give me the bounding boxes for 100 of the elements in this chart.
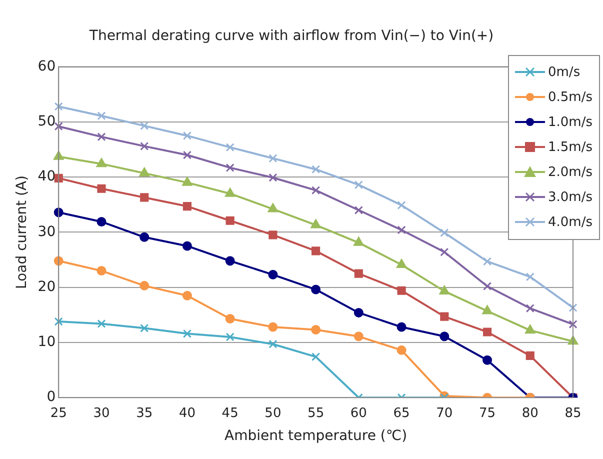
point — [182, 329, 192, 338]
point — [96, 266, 106, 276]
x-tick-label: 75 — [478, 406, 496, 421]
point — [182, 290, 192, 300]
x-tick-label: 85 — [564, 406, 582, 421]
point — [182, 150, 192, 160]
point — [440, 332, 450, 342]
point — [96, 216, 106, 226]
point — [268, 154, 278, 163]
point — [396, 322, 406, 332]
legend-label: 1.0m/s — [548, 114, 592, 130]
x-axis-title: Ambient temperature (℃) — [224, 428, 408, 444]
point — [268, 322, 278, 332]
x-tick-label: 30 — [93, 406, 110, 421]
point — [312, 352, 320, 362]
point — [568, 303, 578, 312]
point — [139, 167, 150, 176]
legend-label: 2.0m/s — [548, 164, 592, 180]
point — [312, 246, 320, 256]
point — [54, 150, 64, 160]
point — [182, 202, 192, 211]
point — [312, 186, 320, 195]
y-tick-label: 0 — [46, 389, 56, 406]
y-tick-label: 40 — [38, 168, 56, 185]
point — [396, 258, 407, 268]
point — [354, 269, 363, 278]
point — [482, 282, 492, 291]
x-tick-label: 60 — [350, 406, 367, 421]
point — [482, 355, 492, 365]
point — [354, 308, 364, 318]
point — [225, 256, 235, 266]
legend-label: 3.0m/s — [548, 190, 592, 205]
legend-label: 0.5m/s — [548, 90, 592, 105]
point — [140, 324, 149, 332]
point — [396, 345, 406, 355]
point — [140, 193, 149, 202]
legend-label: 0m/s — [548, 64, 580, 80]
point — [439, 285, 450, 294]
point — [311, 325, 321, 335]
point — [140, 142, 149, 150]
point — [97, 132, 106, 142]
point — [182, 176, 192, 186]
point — [225, 314, 235, 324]
point — [568, 320, 578, 329]
point — [226, 143, 234, 152]
y-tick-label: 60 — [38, 58, 56, 74]
point — [182, 241, 192, 251]
y-tick-label: 50 — [38, 114, 56, 130]
point — [526, 304, 534, 313]
point — [482, 257, 492, 266]
point — [397, 226, 406, 234]
y-axis-title: Load current (A) — [14, 175, 30, 289]
point — [526, 351, 534, 360]
point — [354, 332, 364, 342]
x-tick-label: 40 — [178, 406, 196, 421]
x-tick-label: 70 — [436, 406, 453, 421]
point — [97, 319, 106, 328]
point — [226, 332, 234, 342]
point — [354, 236, 364, 246]
y-tick-label: 30 — [38, 224, 56, 240]
point — [482, 305, 492, 314]
point — [311, 284, 321, 294]
x-tick-label: 35 — [136, 406, 153, 421]
x-tick-label: 55 — [308, 406, 324, 421]
point — [140, 122, 149, 130]
x-tick-label: 50 — [264, 406, 282, 421]
y-tick-label: 20 — [38, 278, 56, 295]
point — [440, 248, 449, 256]
point — [54, 102, 63, 111]
point — [397, 286, 406, 295]
point — [97, 112, 106, 120]
point — [140, 280, 150, 290]
point — [224, 188, 236, 197]
point — [226, 216, 234, 225]
x-tick-label: 45 — [222, 406, 238, 421]
point — [397, 200, 406, 210]
point — [440, 228, 449, 238]
point — [525, 324, 536, 334]
x-tick-label: 80 — [522, 406, 538, 421]
point — [482, 328, 492, 336]
point — [97, 184, 106, 193]
y-tick-label: 10 — [38, 334, 56, 350]
x-tick-label: 65 — [393, 406, 410, 421]
point — [182, 131, 192, 140]
point — [268, 203, 278, 212]
point — [312, 165, 320, 174]
point — [354, 180, 363, 190]
point — [226, 163, 234, 172]
point — [526, 272, 534, 282]
chart-title: Thermal derating curve with airflow from Vin(−) to Vin(+) — [88, 28, 494, 44]
point — [54, 122, 63, 131]
point — [268, 230, 278, 240]
legend-label: 1.5m/s — [548, 140, 592, 155]
legend-label: 4.0m/s — [548, 214, 592, 230]
point — [354, 206, 363, 214]
point — [268, 340, 278, 348]
point — [140, 232, 150, 242]
point — [54, 317, 63, 326]
point — [96, 158, 107, 168]
point — [310, 219, 321, 228]
